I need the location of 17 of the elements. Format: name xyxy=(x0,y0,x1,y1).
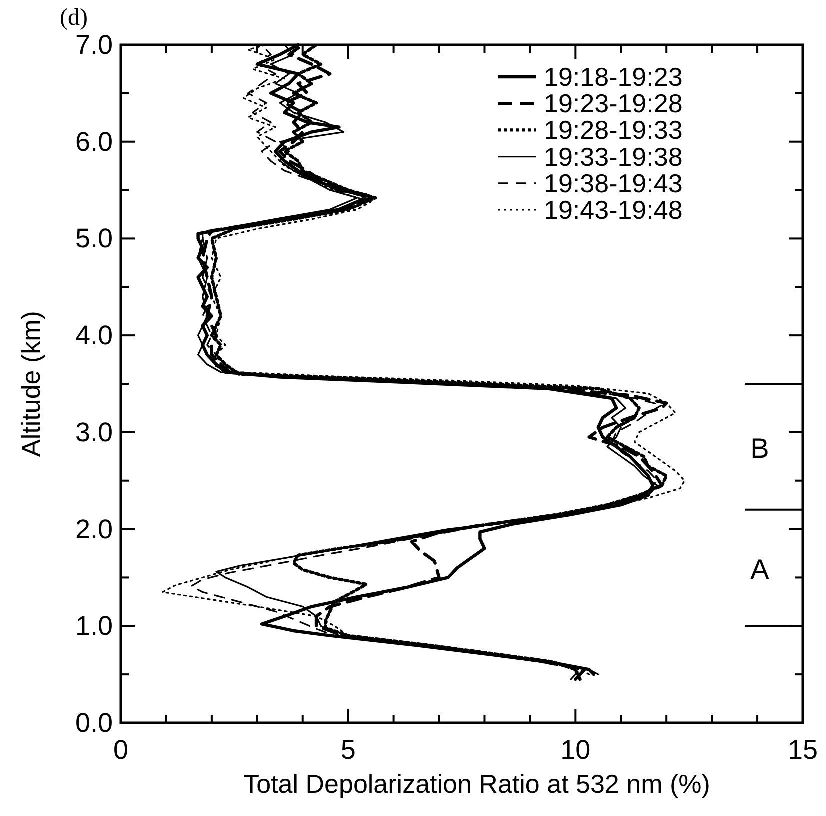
y-tick-label: 0.0 xyxy=(75,708,113,738)
annotation: A xyxy=(750,554,770,586)
y-tick-label: 6.0 xyxy=(75,126,113,157)
text: (d) xyxy=(60,5,88,31)
x-axis-title: Total Depolarization Ratio at 532 nm (%) xyxy=(244,769,710,799)
x-tick-label: 10 xyxy=(560,735,591,765)
x-tick-label: 15 xyxy=(788,735,818,765)
y-tick-label: 1.0 xyxy=(75,611,113,642)
y-tick-label: 5.0 xyxy=(75,224,113,254)
y-tick-label: 7.0 xyxy=(75,30,113,60)
x-tick-label: 5 xyxy=(340,735,356,765)
y-tick-label: 3.0 xyxy=(75,417,113,448)
annotation: B xyxy=(750,432,770,464)
y-tick-label: 4.0 xyxy=(75,320,113,351)
y-tick-label: 2.0 xyxy=(75,514,113,544)
x-tick-label: 0 xyxy=(113,735,129,765)
y-axis-title: Altitude (km) xyxy=(16,311,46,457)
